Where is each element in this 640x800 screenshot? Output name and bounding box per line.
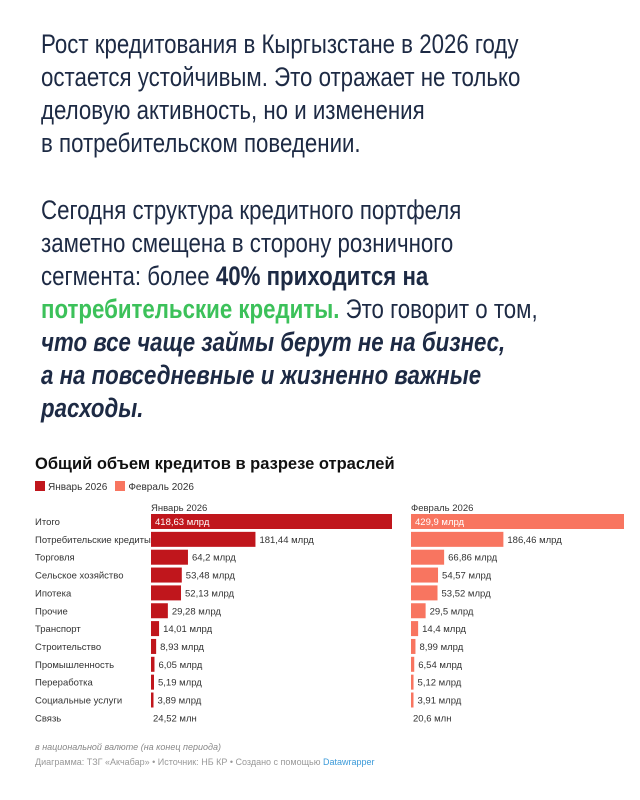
category-label: Сельское хозяйство <box>35 571 124 582</box>
bar <box>151 603 168 619</box>
data-label: 186,46 млрд <box>507 535 562 546</box>
bar <box>151 656 155 672</box>
data-label: 52,13 млрд <box>185 588 235 599</box>
data-label: 24,52 млн <box>153 713 197 724</box>
data-label: 3,89 млрд <box>158 696 202 707</box>
text-segment: сегмента: более <box>41 261 216 291</box>
text-segment: заметно смещена в сторону розничного <box>41 228 454 258</box>
text-line: а на повседневные и жизненно важные <box>41 359 538 392</box>
text-segment: Сегодня структура кредитного портфеля <box>41 195 462 225</box>
category-label: Связь <box>35 713 61 724</box>
text-line: потребительские кредиты. Это говорит о т… <box>41 293 538 326</box>
datawrapper-link[interactable]: Datawrapper <box>322 757 375 767</box>
data-label: 53,52 млрд <box>442 588 492 599</box>
text-line: остается устойчивым. Это отражает не тол… <box>41 61 520 94</box>
category-label: Потребительские кредиты <box>35 535 151 546</box>
text-line: расходы. <box>41 392 538 425</box>
category-label: Торговля <box>35 553 75 564</box>
data-label: 418,63 млрд <box>155 517 210 528</box>
data-label: 14,01 млрд <box>163 624 213 635</box>
data-label: 53,48 млрд <box>186 571 236 582</box>
chart-credit: Диаграмма: ТЗГ «Акчабар» • Источник: НБ … <box>35 757 375 767</box>
bar <box>151 514 392 529</box>
bar <box>151 674 154 690</box>
text-segment: остается устойчивым. Это отражает не тол… <box>41 62 521 92</box>
legend-item-jan: Январь 2026 <box>35 481 107 493</box>
data-label: 181,44 млрд <box>259 535 314 546</box>
bar <box>411 603 426 619</box>
bar <box>411 585 438 601</box>
text-line: Рост кредитования в Кыргызстане в 2026 г… <box>41 28 520 61</box>
bar <box>411 549 445 565</box>
category-label: Транспорт <box>35 624 81 635</box>
category-label: Строительство <box>35 642 101 653</box>
emphasis-text: расходы. <box>41 393 144 423</box>
credit-text: Диаграмма: ТЗГ «Акчабар» • Источник: НБ … <box>35 757 323 767</box>
chart-title: Общий объем кредитов в разрезе отраслей <box>35 455 395 473</box>
legend-label-jan: Январь 2026 <box>48 482 108 493</box>
bar <box>411 621 419 637</box>
bar <box>411 514 624 529</box>
text-line: в потребительском поведении. <box>41 127 520 160</box>
category-label: Ипотека <box>35 588 72 599</box>
data-label: 6,54 млрд <box>418 660 462 671</box>
bar <box>151 549 188 565</box>
legend-item-feb: Февраль 2026 <box>115 481 194 493</box>
data-label: 14,4 млрд <box>422 624 466 635</box>
text-segment: деловую активность, но и изменения <box>41 95 425 125</box>
bar <box>411 638 416 654</box>
data-label: 5,12 млрд <box>418 678 462 689</box>
bar <box>411 567 439 583</box>
category-label: Прочие <box>35 606 68 617</box>
legend-swatch-jan <box>35 481 45 491</box>
bar <box>411 656 415 672</box>
emphasis-text: что все чаще займы берут не на бизнес, <box>41 327 506 357</box>
category-label: Переработка <box>35 678 93 689</box>
column-header-jan: Январь 2026 <box>151 503 208 514</box>
bar <box>151 585 182 601</box>
data-label: 3,91 млрд <box>418 696 462 707</box>
data-label: 8,93 млрд <box>160 642 204 653</box>
text-line: деловую активность, но и изменения <box>41 94 520 127</box>
bar <box>151 692 154 708</box>
chart-legend: Январь 2026 Февраль 2026 <box>35 481 194 493</box>
data-label: 429,9 млрд <box>415 517 465 528</box>
data-label: 5,19 млрд <box>158 678 202 689</box>
category-label: Промышленность <box>35 660 114 671</box>
column-header-feb: Февраль 2026 <box>411 503 474 514</box>
bar <box>411 674 414 690</box>
text-line: заметно смещена в сторону розничного <box>41 227 538 260</box>
bar <box>411 531 504 547</box>
data-label: 8,99 млрд <box>419 642 463 653</box>
text-line: что все чаще займы берут не на бизнес, <box>41 326 538 359</box>
bar <box>411 692 414 708</box>
data-label: 29,28 млрд <box>172 606 222 617</box>
data-label: 54,57 млрд <box>442 571 492 582</box>
emphasis-text: 40% приходится на <box>215 261 429 291</box>
data-label: 29,5 млрд <box>430 606 474 617</box>
text-line: сегмента: более 40% приходится на <box>41 260 538 293</box>
bar <box>151 531 256 547</box>
intro-paragraph-2: Сегодня структура кредитного портфеля зам… <box>41 194 538 425</box>
text-segment: в потребительском поведении. <box>41 128 361 158</box>
emphasis-text: а на повседневные и жизненно важные <box>41 360 482 390</box>
text-line: Сегодня структура кредитного портфеля <box>41 194 538 227</box>
chart-note: в национальной валюте (на конец периода) <box>35 742 221 752</box>
category-label: Социальные услуги <box>35 696 122 707</box>
legend-label-feb: Февраль 2026 <box>128 482 194 493</box>
intro-paragraph-1: Рост кредитования в Кыргызстане в 2026 г… <box>41 28 520 160</box>
data-label: 20,6 млн <box>413 713 451 724</box>
data-label: 64,2 млрд <box>192 553 236 564</box>
highlight-text: потребительские кредиты. <box>41 294 340 324</box>
legend-swatch-feb <box>115 481 126 491</box>
data-label: 6,05 млрд <box>158 660 202 671</box>
text-segment: Рост кредитования в Кыргызстане в 2026 г… <box>41 29 519 59</box>
bar <box>151 621 160 637</box>
bar <box>151 638 157 654</box>
bar <box>151 567 182 583</box>
category-label: Итого <box>35 517 60 528</box>
data-label: 66,86 млрд <box>448 553 498 564</box>
text-segment: Это говорит о том, <box>339 294 538 324</box>
